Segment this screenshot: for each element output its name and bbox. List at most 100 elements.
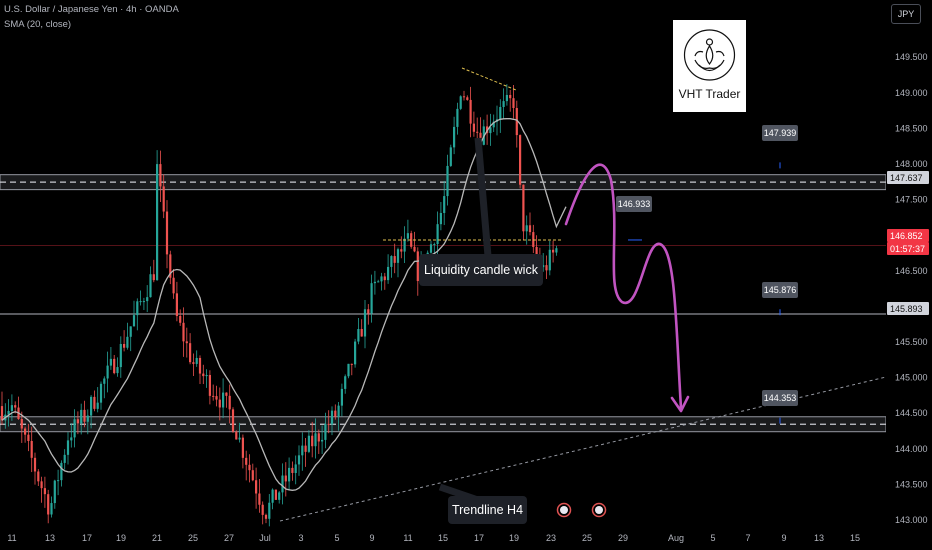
candle-body: [7, 410, 10, 415]
candle-body: [350, 363, 353, 365]
price-tick-label: 146.500: [895, 266, 928, 276]
time-tick-label: 19: [509, 533, 519, 543]
candle-body: [142, 301, 145, 303]
candle-body: [377, 281, 380, 283]
candle-body: [212, 395, 215, 397]
candle-body: [10, 405, 13, 411]
candle-body: [396, 249, 400, 263]
candle-body: [429, 244, 433, 253]
time-tick-label: 21: [152, 533, 162, 543]
current-price-label: 146.852: [887, 229, 929, 242]
candle-body: [261, 504, 264, 515]
candle-body: [340, 388, 343, 406]
candle-body: [258, 493, 261, 505]
candle-body: [301, 445, 304, 456]
candle-body: [370, 283, 373, 314]
candle-body: [113, 358, 116, 374]
projection-path: [564, 163, 683, 410]
projection-arrowhead: [670, 395, 690, 413]
candle-body: [476, 131, 479, 133]
candle-body: [238, 437, 241, 440]
candle-body: [129, 326, 132, 337]
candle-body: [63, 454, 66, 463]
candle-body: [542, 265, 545, 268]
candle-body: [400, 249, 403, 252]
time-tick-label: Aug: [668, 533, 684, 543]
candle-body: [436, 224, 439, 245]
lotus-meditation-icon: [683, 29, 736, 81]
candle-body: [393, 256, 396, 263]
candle-body: [281, 475, 284, 493]
candle-body: [14, 405, 17, 408]
candle-body: [179, 316, 182, 323]
candle-body: [90, 396, 93, 416]
candle-body: [126, 336, 129, 348]
price-tick-label: 149.500: [895, 52, 928, 62]
candle-body: [241, 437, 244, 458]
candle-body: [459, 96, 462, 109]
time-tick-label: 11: [403, 533, 412, 543]
candle-body: [208, 374, 211, 396]
candle-body: [354, 341, 357, 365]
vht-trader-logo: VHT Trader: [673, 20, 746, 112]
candle-body: [334, 410, 337, 417]
candle-body: [86, 415, 89, 422]
candle-body: [103, 378, 106, 384]
time-tick-label: 17: [82, 533, 92, 543]
candle-body: [264, 514, 268, 519]
candle-body: [119, 344, 122, 368]
time-tick-label: 11: [7, 533, 16, 543]
candle-body: [245, 457, 248, 465]
trendline-callout: Trendline H4: [448, 496, 527, 524]
candle-body: [387, 266, 390, 281]
candle-body: [367, 309, 370, 314]
candle-body: [0, 406, 4, 421]
candle-body: [202, 373, 205, 377]
candle-body: [373, 281, 376, 284]
candle-body: [535, 247, 538, 256]
candle-body: [449, 147, 452, 166]
candle-body: [24, 428, 27, 435]
time-tick-label: 27: [224, 533, 234, 543]
price-tick-label: 148.500: [895, 123, 928, 133]
price-tick-label: 149.000: [895, 88, 928, 98]
candle-body: [519, 135, 522, 185]
indicator-label: SMA (20, close): [4, 19, 72, 30]
candle-body: [228, 395, 231, 410]
time-tick-label: 25: [188, 533, 198, 543]
candle-body: [304, 445, 307, 452]
candle-body: [222, 392, 225, 408]
candle-body: [225, 392, 228, 396]
currency-button[interactable]: JPY: [891, 4, 921, 24]
candle-body: [383, 276, 386, 281]
candle-body: [317, 433, 320, 442]
candle-body: [555, 248, 558, 253]
candle-body: [311, 435, 314, 447]
candle-body: [172, 277, 175, 294]
candle-body: [30, 440, 33, 458]
candle-body: [76, 419, 79, 424]
candle-body: [314, 433, 317, 447]
candle-body: [492, 121, 495, 128]
candle-body: [175, 293, 178, 317]
candle-countdown-label: 01:57:37: [887, 242, 929, 255]
liquidity-wick-callout: Liquidity candle wick: [419, 254, 543, 286]
candle-body: [165, 211, 169, 255]
candle-body: [50, 503, 53, 515]
candle-body: [548, 249, 551, 271]
candle-body: [185, 341, 188, 344]
candle-body: [248, 464, 251, 471]
price-tag-147939: 147.939: [762, 125, 798, 141]
time-tick-label: 23: [546, 533, 556, 543]
candle-body: [410, 233, 413, 247]
candle-body: [152, 274, 155, 281]
candle-body: [413, 246, 416, 252]
candle-body: [453, 126, 456, 148]
time-tick-label: 13: [814, 533, 824, 543]
candle-body: [466, 97, 469, 100]
candle-body: [255, 480, 258, 494]
candle-body: [446, 165, 449, 197]
candle-body: [472, 123, 475, 132]
candle-body: [80, 409, 83, 424]
